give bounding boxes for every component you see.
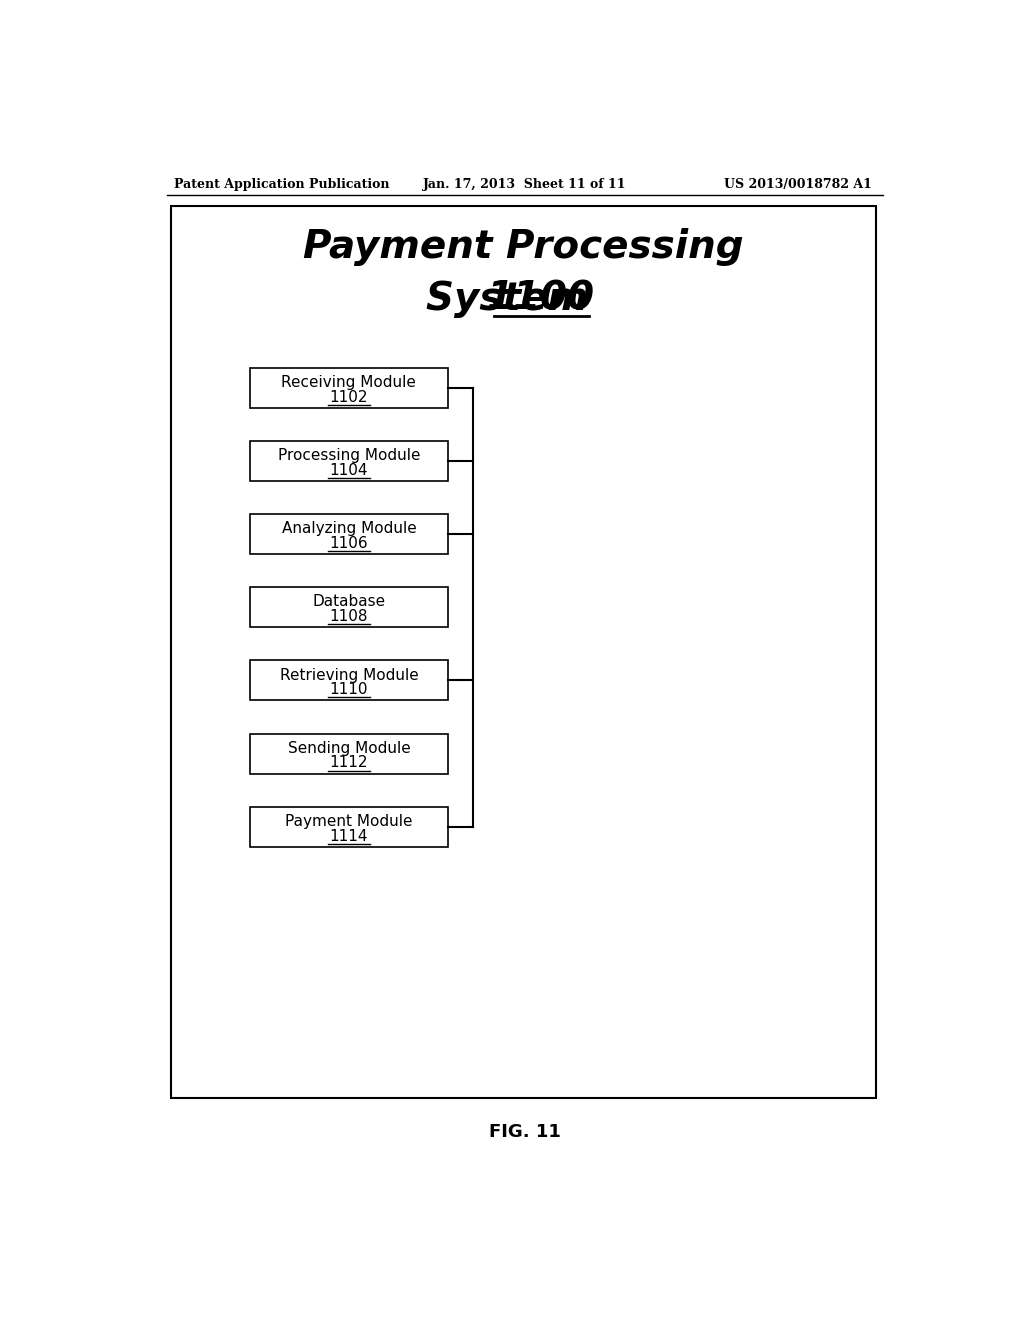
FancyBboxPatch shape [250,660,447,701]
Text: FIG. 11: FIG. 11 [488,1123,561,1142]
FancyBboxPatch shape [250,368,447,408]
FancyBboxPatch shape [171,206,876,1098]
Text: Receiving Module: Receiving Module [282,375,417,389]
Text: 1102: 1102 [330,389,368,405]
Text: 1100: 1100 [486,280,594,318]
Text: 1104: 1104 [330,463,368,478]
FancyBboxPatch shape [250,807,447,847]
Text: 1108: 1108 [330,609,368,624]
Text: System: System [426,280,615,318]
Text: Processing Module: Processing Module [278,447,420,463]
Text: Retrieving Module: Retrieving Module [280,668,418,682]
Text: 1114: 1114 [330,829,368,843]
Text: Analyzing Module: Analyzing Module [282,521,416,536]
Text: Jan. 17, 2013  Sheet 11 of 11: Jan. 17, 2013 Sheet 11 of 11 [423,178,627,190]
FancyBboxPatch shape [250,515,447,554]
FancyBboxPatch shape [250,734,447,774]
FancyBboxPatch shape [250,587,447,627]
Text: Sending Module: Sending Module [288,741,411,756]
Text: US 2013/0018782 A1: US 2013/0018782 A1 [724,178,872,190]
Text: 1112: 1112 [330,755,368,771]
Text: Database: Database [312,594,385,610]
FancyBboxPatch shape [250,441,447,480]
Text: 1106: 1106 [330,536,369,550]
Text: Payment Module: Payment Module [285,814,413,829]
Text: Payment Processing: Payment Processing [303,228,743,265]
Text: 1110: 1110 [330,682,368,697]
Text: Patent Application Publication: Patent Application Publication [174,178,390,190]
